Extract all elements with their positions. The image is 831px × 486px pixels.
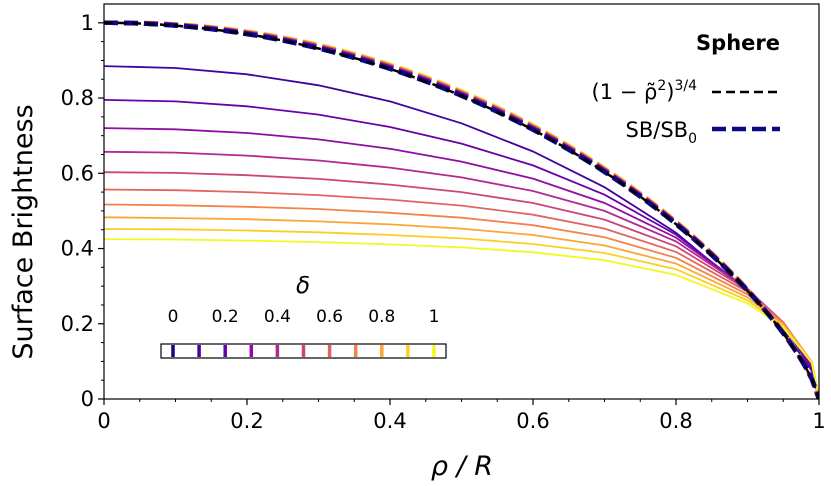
normalized-sb-dashed-delta-0.9	[104, 20, 819, 399]
series-line-delta-0.8	[104, 216, 819, 399]
y-axis-label: Surface Brightness	[8, 104, 39, 359]
y-tick-label: 0.2	[61, 312, 94, 336]
colorbar-tick-label: 1	[429, 307, 440, 327]
plot-frame	[103, 3, 820, 400]
colorbar: 0 0.2 0.4 0.6 0.8 1 δ	[160, 273, 447, 359]
x-tick-label: 0.8	[659, 409, 692, 433]
x-axis-label: ρ / R	[431, 451, 493, 482]
x-tick-label: 0.6	[516, 409, 549, 433]
legend-label-normalized: SB/SB0	[626, 118, 697, 147]
legend-label-reference: (1 − ρ̃2)3/4	[592, 78, 698, 104]
x-tick-label: 0	[97, 409, 110, 433]
normalized-sb-dashed-delta-0.4	[104, 20, 819, 399]
colorbar-tick-label: 0	[168, 307, 179, 327]
legend: (1 − ρ̃2)3/4 SB/SB0	[592, 78, 780, 147]
y-tick-label: 0	[81, 387, 94, 411]
normalized-sb-dashed-delta-0.5	[104, 20, 819, 399]
colorbar-tick-label: 0.8	[368, 307, 395, 327]
plot-area	[104, 20, 819, 399]
x-tick-label: 0.4	[373, 409, 406, 433]
normalized-sb-dashed-delta-0.8	[104, 20, 819, 399]
normalized-sb-dashed-delta-0.7	[104, 20, 819, 399]
series-line-delta-0.7	[104, 203, 819, 399]
x-tick-label: 0.2	[230, 409, 263, 433]
normalized-sb-dashed-delta-0.2	[104, 20, 819, 399]
panel-label-sphere: Sphere	[696, 31, 780, 55]
series-line-delta-0.6	[104, 188, 819, 399]
colorbar-tick-label: 0.2	[212, 307, 239, 327]
y-tick-label: 0.6	[61, 161, 94, 185]
series-line-delta-0.9	[104, 228, 819, 399]
normalized-sb-dashed-delta-0	[104, 20, 819, 399]
series-line-delta-1	[104, 238, 819, 399]
normalized-sb-dashed-delta-1	[104, 20, 819, 399]
normalized-sb-dashed-delta-0.1	[104, 20, 819, 399]
x-tick-label: 1	[812, 409, 825, 433]
normalized-sb-dashed-delta-0.6	[104, 20, 819, 399]
axes: 0 0.2 0.4 0.6 0.8 1 0 0.2 0.4 0.6 0.8 1	[61, 3, 826, 433]
colorbar-tick-label: 0.6	[316, 307, 343, 327]
y-tick-label: 0.8	[61, 86, 94, 110]
colorbar-label: δ	[296, 273, 310, 299]
y-tick-label: 0.4	[61, 237, 94, 261]
colorbar-tick-label: 0.4	[264, 307, 291, 327]
y-tick-label: 1	[81, 11, 94, 35]
normalized-sb-dashed-delta-0.3	[104, 20, 819, 399]
reference-curve-dashed	[104, 21, 819, 399]
